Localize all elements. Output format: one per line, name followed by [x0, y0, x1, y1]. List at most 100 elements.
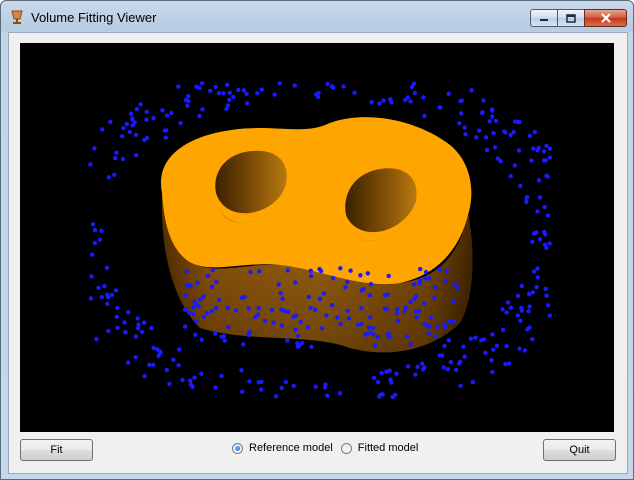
- sample-point: [138, 102, 143, 107]
- close-button[interactable]: [584, 9, 627, 27]
- sample-point: [113, 288, 119, 293]
- sample-point: [292, 83, 297, 88]
- sample-point: [177, 347, 182, 352]
- sample-point: [133, 334, 139, 339]
- sample-point: [113, 156, 118, 161]
- sample-point: [370, 325, 376, 331]
- sample-point: [329, 84, 335, 89]
- reference-model-label[interactable]: Reference model: [249, 442, 333, 454]
- sample-point: [444, 268, 449, 274]
- sample-point: [258, 387, 264, 392]
- sample-point: [269, 307, 275, 313]
- sample-point: [191, 305, 196, 310]
- sample-point: [527, 133, 532, 138]
- sample-point: [176, 363, 181, 368]
- minimize-button[interactable]: [530, 9, 557, 27]
- sample-point: [545, 174, 550, 179]
- sample-point: [226, 324, 231, 330]
- sample-point: [457, 121, 462, 126]
- sample-point: [130, 116, 135, 121]
- sample-point: [240, 389, 245, 394]
- sample-point: [515, 313, 520, 318]
- sample-point: [500, 327, 506, 332]
- sample-point: [247, 379, 252, 384]
- title-bar[interactable]: Volume Fitting Viewer: [1, 1, 633, 33]
- sample-point: [256, 306, 261, 311]
- sample-point: [335, 315, 340, 320]
- sample-point: [176, 84, 181, 89]
- sample-point: [461, 344, 466, 349]
- volume-top-face[interactable]: [160, 117, 472, 285]
- fitted-model-label[interactable]: Fitted model: [357, 442, 419, 454]
- sample-point: [183, 293, 189, 298]
- sample-point: [205, 310, 210, 316]
- sample-point: [395, 306, 400, 312]
- sample-point: [518, 318, 523, 323]
- sample-point: [259, 87, 264, 92]
- sample-point: [309, 344, 314, 349]
- sample-point: [404, 334, 410, 339]
- sample-point: [470, 380, 475, 385]
- sample-point: [214, 279, 219, 284]
- fit-button[interactable]: Fit: [20, 439, 93, 461]
- sample-point: [452, 282, 457, 287]
- sample-point: [437, 267, 442, 272]
- sample-point: [405, 95, 411, 100]
- sample-point: [517, 346, 522, 351]
- sample-point: [530, 337, 535, 342]
- sample-point: [149, 325, 154, 331]
- sample-point: [279, 385, 284, 391]
- sample-point: [493, 118, 499, 124]
- sample-point: [438, 105, 443, 110]
- sample-point: [247, 329, 252, 335]
- sample-point: [371, 375, 377, 380]
- sample-point: [151, 116, 156, 121]
- 3d-viewport[interactable]: [20, 43, 614, 432]
- sample-point: [487, 119, 492, 124]
- sample-point: [367, 292, 373, 298]
- fitted-model-option[interactable]: Fitted model: [340, 442, 419, 454]
- sample-point: [490, 332, 495, 337]
- sample-point: [547, 146, 553, 151]
- sample-point: [126, 360, 131, 365]
- sample-point: [495, 156, 500, 161]
- reference-model-option[interactable]: Reference model: [232, 442, 333, 454]
- sample-point: [186, 310, 192, 315]
- sample-point: [463, 132, 468, 137]
- reference-model-radio[interactable]: [232, 442, 243, 454]
- sample-point: [97, 237, 103, 242]
- sample-point: [199, 337, 204, 342]
- sample-point: [295, 341, 300, 346]
- sample-point: [127, 129, 132, 135]
- sample-point: [542, 229, 547, 234]
- sample-point: [518, 183, 523, 188]
- sample-point: [446, 338, 452, 343]
- sample-point: [239, 368, 244, 373]
- sample-point: [426, 331, 431, 336]
- sample-point: [299, 340, 305, 346]
- sample-point: [531, 231, 537, 236]
- sample-point: [508, 174, 513, 179]
- sample-point: [541, 149, 547, 154]
- fitted-model-radio[interactable]: [340, 442, 352, 454]
- sample-point: [504, 344, 509, 349]
- sample-point: [99, 294, 105, 300]
- sample-point: [490, 369, 495, 375]
- left-hole-inner: [215, 150, 287, 223]
- sample-point: [92, 227, 98, 233]
- sample-point: [105, 301, 110, 306]
- sample-point: [323, 382, 328, 387]
- sample-point: [352, 90, 357, 95]
- sample-point: [408, 99, 413, 104]
- maximize-button[interactable]: [557, 9, 584, 27]
- sample-point: [112, 172, 117, 177]
- sample-point: [420, 361, 425, 366]
- sample-point: [422, 113, 427, 119]
- sample-point: [388, 97, 393, 102]
- sample-point: [313, 92, 319, 97]
- scene-canvas: [88, 81, 553, 400]
- sample-point: [200, 107, 205, 112]
- sample-point: [338, 321, 343, 327]
- sample-point: [506, 361, 512, 366]
- quit-button[interactable]: Quit: [543, 439, 616, 461]
